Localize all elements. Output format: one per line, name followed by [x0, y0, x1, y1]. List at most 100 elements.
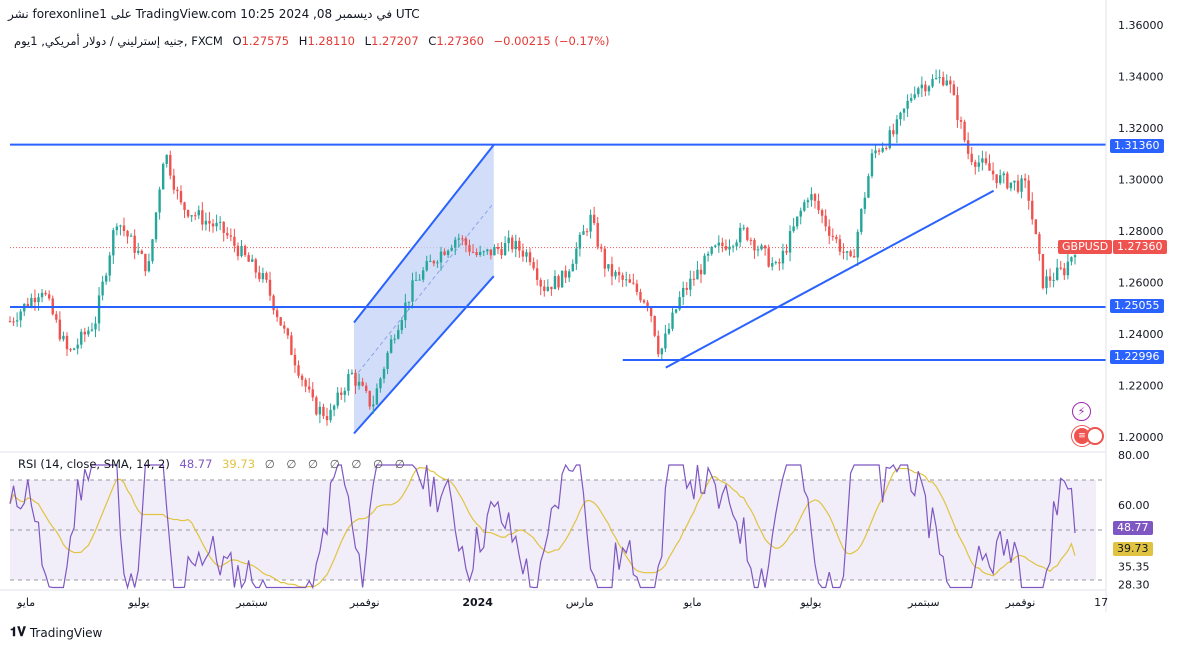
candle-body — [999, 175, 1002, 184]
candle-body — [767, 248, 770, 267]
time-axis-label: 2024 — [462, 596, 493, 609]
low-label: L — [364, 34, 372, 48]
candle-body — [931, 78, 934, 87]
candle-body — [863, 197, 867, 209]
candle-body — [1020, 178, 1023, 192]
candle-body — [158, 189, 161, 213]
open-label: O — [232, 34, 242, 48]
symbol-name[interactable]: جنيه إسترليني / دولار أمريكي, 1يوم, FXCM — [14, 34, 223, 48]
candle-body — [521, 250, 525, 257]
resistance-price-tag: 1.31360 — [1110, 139, 1164, 153]
candle-body — [945, 80, 948, 86]
candle-body — [393, 338, 396, 340]
candle-body — [279, 317, 282, 326]
candle-body — [874, 150, 877, 154]
candle-body — [1027, 180, 1030, 201]
candle-body — [614, 271, 617, 277]
candle-body — [963, 121, 966, 141]
candle-body — [226, 232, 229, 236]
candle-body — [885, 147, 888, 149]
candle-body — [1023, 178, 1027, 181]
candle-body — [1073, 255, 1077, 258]
time-axis-label: يوليو — [799, 596, 821, 609]
candle-body — [190, 215, 193, 217]
candle-body — [888, 130, 891, 149]
flag-stack-icon[interactable] — [1086, 427, 1104, 445]
visibility-icons[interactable]: ∅ ∅ ∅ ∅ ∅ ∅ ∅ — [264, 457, 409, 471]
candle-body — [37, 297, 40, 303]
lightning-icon[interactable]: ⚡ — [1072, 402, 1091, 421]
price-channel — [353, 144, 495, 435]
candle-body — [788, 231, 792, 253]
price-tick-label: 1.36000 — [1118, 19, 1164, 32]
candle-body — [959, 119, 963, 122]
price-tick-label: 1.20000 — [1118, 431, 1164, 444]
candle-body — [87, 330, 90, 335]
rsi-sma-line — [9, 467, 1076, 588]
candle-body — [849, 251, 852, 257]
candle-body — [1002, 173, 1005, 176]
candle-body — [956, 95, 959, 120]
candle-body — [186, 210, 190, 217]
candle-body — [183, 202, 186, 211]
publisher-line: نشر forexonline1 على TradingView.com 10:… — [8, 7, 420, 21]
candle-body — [151, 239, 154, 262]
candle-body — [26, 303, 30, 307]
candle-body — [283, 325, 286, 329]
footer-brand: 𝟏𝐕 TradingView — [10, 625, 102, 640]
candle-body — [94, 323, 97, 330]
candle-body — [169, 154, 172, 176]
candle-body — [635, 283, 639, 292]
candle-body — [838, 239, 842, 252]
candle-body — [728, 246, 731, 250]
candle-body — [197, 210, 200, 216]
candle-body — [607, 264, 610, 269]
candle-body — [785, 250, 788, 253]
candle-body — [500, 249, 503, 256]
candle-body — [33, 297, 37, 303]
candle-body — [582, 231, 585, 235]
candle-body — [240, 245, 243, 257]
time-axis-label: سبتمبر — [907, 596, 940, 609]
candle-body — [129, 235, 133, 237]
candle-body — [856, 231, 859, 258]
candle-body — [55, 314, 58, 320]
rsi-tick-label: 28.30 — [1118, 578, 1150, 591]
candle-body — [368, 390, 371, 407]
candle-body — [835, 236, 838, 240]
candle-body — [354, 372, 357, 386]
candle-body — [311, 389, 314, 398]
candle-body — [778, 262, 781, 264]
rsi-legend[interactable]: RSI (14, close, SMA, 14, 2) 48.77 39.73 … — [18, 457, 409, 471]
candle-body — [966, 140, 970, 154]
level-lines — [10, 143, 1106, 369]
candle-body — [293, 354, 297, 366]
candle-body — [575, 248, 578, 264]
candle-body — [763, 245, 767, 249]
rsi-tick-label: 60.00 — [1118, 499, 1150, 512]
candle-body — [503, 243, 507, 256]
rsi-legend-value: 48.77 — [179, 457, 213, 471]
candle-body — [532, 262, 535, 269]
candle-body — [461, 238, 464, 240]
candle-body — [104, 275, 108, 282]
candle-body — [852, 256, 856, 258]
candle-body — [414, 279, 418, 281]
candle-body — [625, 279, 628, 281]
candle-body — [760, 245, 763, 250]
candle-body — [496, 247, 500, 250]
time-axis-label: مارس — [566, 596, 594, 609]
price-tick-label: 1.26000 — [1118, 277, 1164, 290]
rsi-tick-label: 35.35 — [1118, 561, 1150, 574]
candle-body — [550, 286, 553, 290]
candle-body — [322, 406, 325, 417]
candle-body — [122, 225, 126, 231]
candle-body — [632, 282, 635, 284]
candle-body — [1048, 276, 1052, 281]
candle-body — [731, 246, 735, 248]
time-axis-label: مايو — [683, 596, 702, 609]
candle-body — [507, 237, 510, 244]
candle-body — [988, 163, 991, 171]
candle-body — [924, 84, 927, 92]
